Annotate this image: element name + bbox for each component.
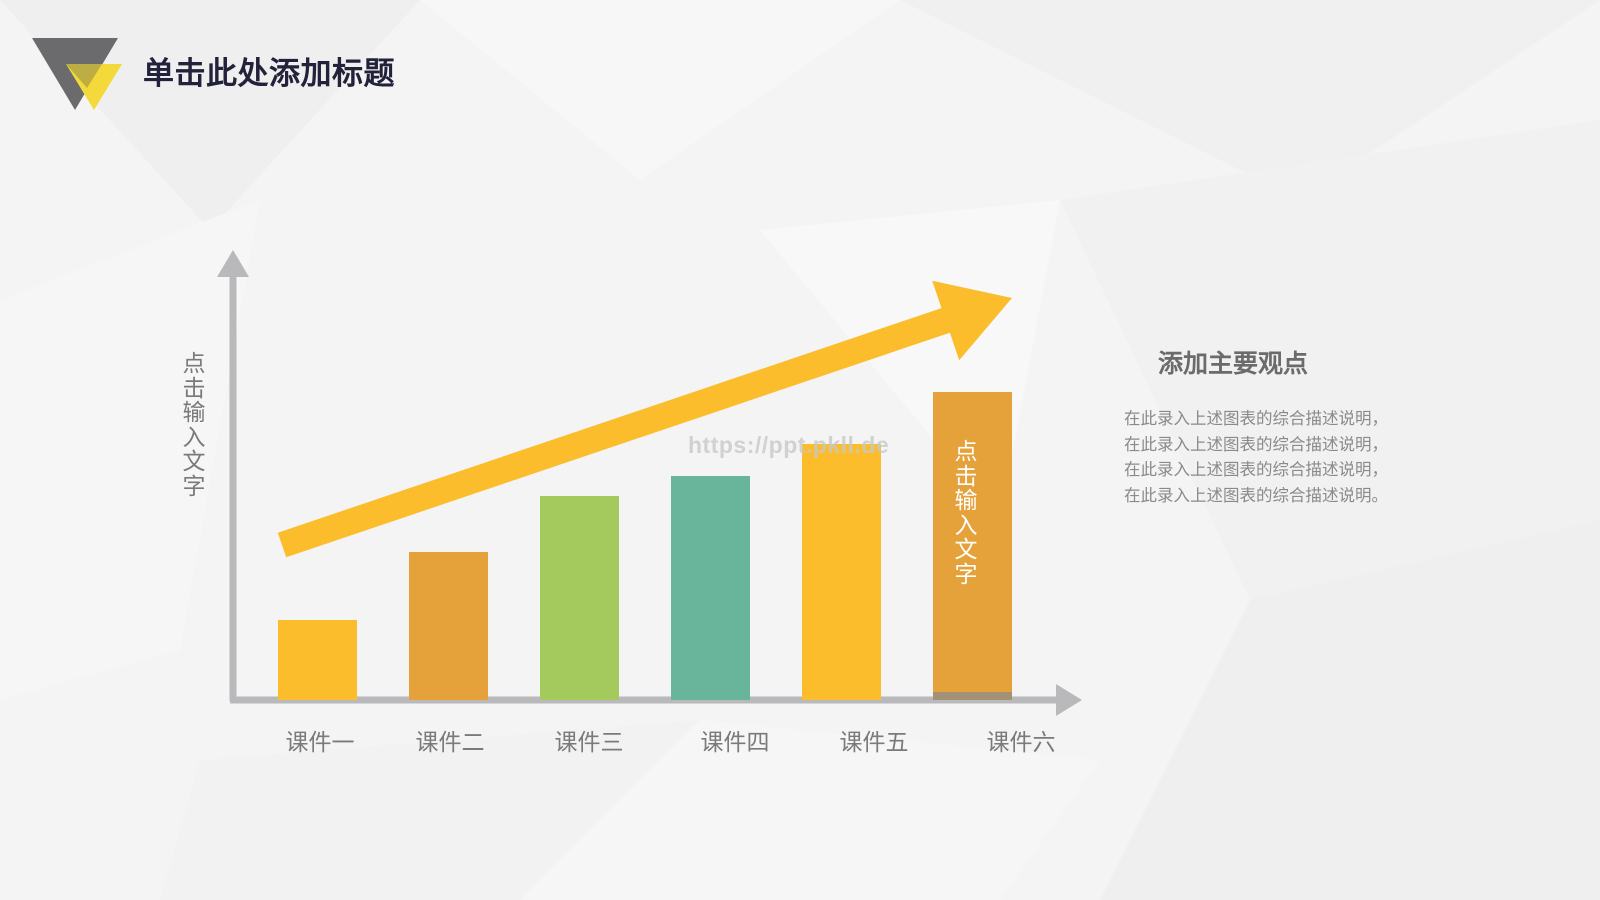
description-line: 在此录入上述图表的综合描述说明， <box>1124 409 1388 428</box>
page-title[interactable]: 单击此处添加标题 <box>143 56 395 92</box>
trend-arrow <box>277 280 1012 558</box>
x-tick-label: 课件四 <box>701 730 770 756</box>
bar <box>802 444 881 700</box>
description-line: 在此录入上述图表的综合描述说明， <box>1124 434 1388 454</box>
y-axis-label[interactable]: 点击输入文字 <box>182 351 206 500</box>
bar <box>540 496 619 700</box>
bar <box>278 620 357 700</box>
watermark-text: https://ppt.pkll.de <box>688 432 890 458</box>
bar <box>671 476 750 700</box>
bar-annotation-label[interactable]: 点击输入文字 <box>954 439 978 588</box>
x-axis-arrowhead <box>1056 684 1082 716</box>
x-tick-label: 课件五 <box>840 730 909 756</box>
x-tick-label: 课件六 <box>987 730 1056 756</box>
x-tick-label: 课件二 <box>416 730 485 756</box>
x-tick-label: 课件三 <box>555 730 624 756</box>
x-tick-label: 课件一 <box>286 730 355 756</box>
logo-triangles-icon <box>32 38 122 110</box>
bar <box>409 552 488 700</box>
description-line: 在此录入上述图表的综合描述说明， <box>1124 460 1388 479</box>
bar-base-shadow <box>933 692 1012 700</box>
description-line: 在此录入上述图表的综合描述说明。 <box>1124 485 1388 505</box>
side-panel-title[interactable]: 添加主要观点 <box>1158 349 1309 378</box>
side-panel-description[interactable]: 在此录入上述图表的综合描述说明， 在此录入上述图表的综合描述说明， 在此录入上述… <box>1124 406 1414 508</box>
y-axis-arrowhead <box>217 250 249 277</box>
bar <box>933 392 1012 700</box>
